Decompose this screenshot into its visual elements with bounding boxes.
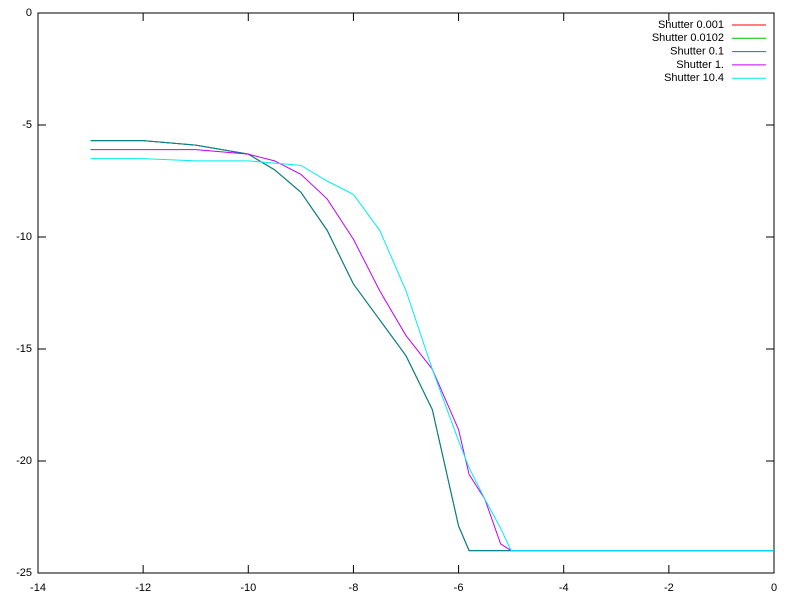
y-tick-label: -25 [16,567,32,579]
x-tick-label: -10 [240,582,256,594]
y-tick-label: 0 [26,7,32,19]
series-line [90,149,774,552]
series-line [90,158,774,552]
plot-frame [37,12,775,574]
legend-label: Shutter 0.1 [670,46,724,58]
x-tick-label: -8 [349,582,359,594]
series-line [90,140,774,552]
x-tick-label: -2 [664,582,674,594]
x-tick-label: -12 [135,582,151,594]
series-line [90,140,774,552]
x-tick-label: 0 [771,582,777,594]
x-tick-label: -6 [454,582,464,594]
y-tick-label: -20 [16,455,32,467]
y-tick-label: -15 [16,343,32,355]
legend-label: Shutter 10.4 [664,72,724,84]
series-line [90,140,774,552]
legend-label: Shutter 1. [676,59,724,71]
y-tick-label: -5 [22,119,32,131]
x-tick-label: -4 [559,582,569,594]
x-tick-label: -14 [30,582,46,594]
y-tick-label: -10 [16,231,32,243]
legend-label: Shutter 0.001 [658,19,724,31]
legend-label: Shutter 0.0102 [652,32,724,44]
